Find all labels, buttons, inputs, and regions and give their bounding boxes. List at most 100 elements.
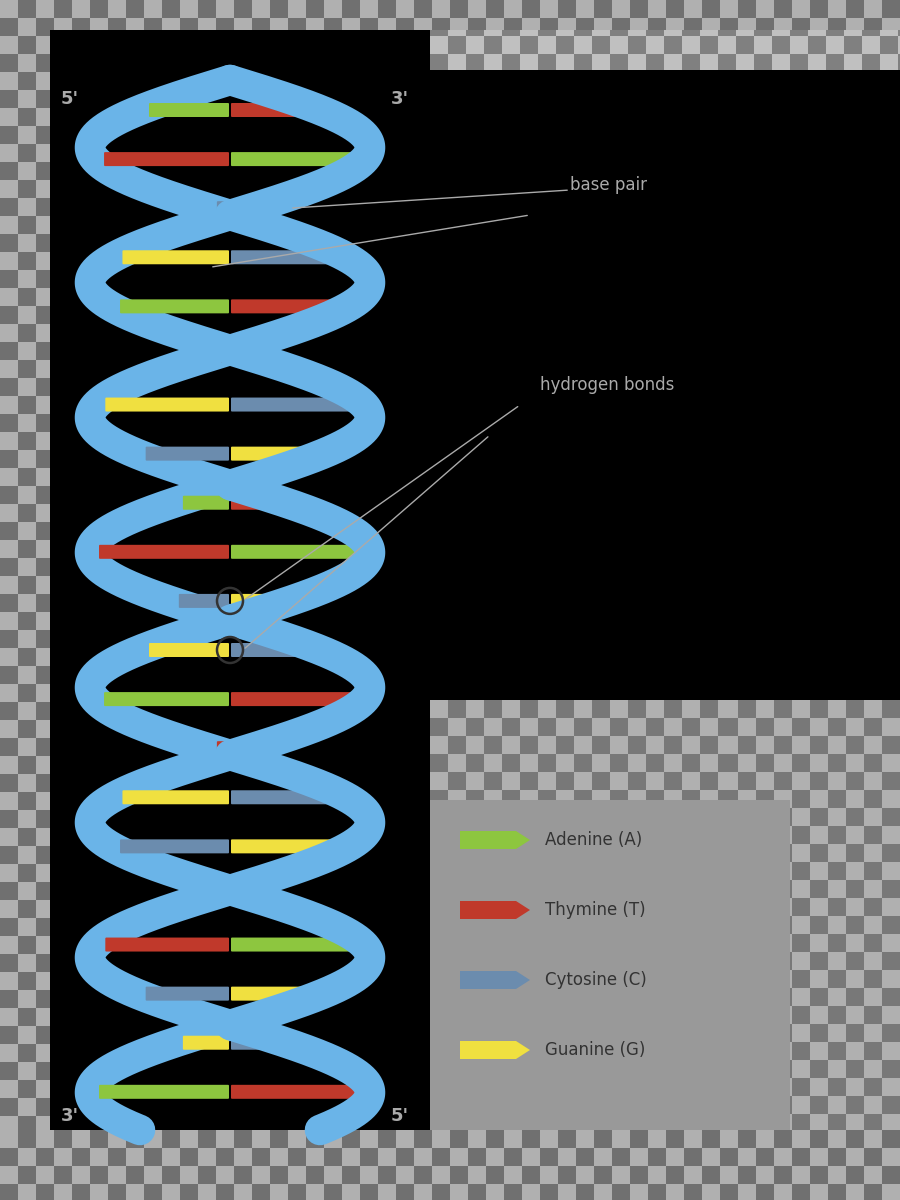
Bar [54,1184,72,1200]
Bar [702,1184,720,1200]
Bar [844,36,862,54]
Bar [754,54,772,70]
Bar [790,376,808,380]
Bar [846,700,864,718]
Bar [36,666,50,684]
Bar [882,880,900,898]
Bar [36,954,50,972]
Bar [792,736,810,754]
Bar [664,700,682,718]
Bar [36,918,50,936]
FancyBboxPatch shape [231,103,311,116]
Bar [790,88,808,106]
Bar [736,54,754,70]
Bar [682,0,700,18]
Bar [556,0,574,18]
Bar [828,1006,846,1024]
Bar [594,1166,612,1184]
Bar [502,250,520,268]
Bar [898,322,900,340]
FancyBboxPatch shape [231,594,281,608]
Bar [430,214,448,232]
Bar [772,88,790,106]
Bar [880,304,898,322]
Bar [162,18,180,30]
Bar [882,736,900,754]
Bar [430,790,448,800]
Bar [18,702,36,720]
Text: 5': 5' [61,90,79,108]
Bar [792,862,810,880]
Bar [646,322,664,340]
FancyBboxPatch shape [231,742,243,755]
Bar [736,232,754,250]
Bar [36,774,50,792]
Bar [808,88,826,106]
Bar [502,0,520,18]
Bar [0,234,18,252]
Bar [700,232,718,250]
Bar [882,754,900,772]
Bar [700,178,718,196]
Bar [36,1026,50,1044]
Bar [252,1184,270,1200]
Bar [826,124,844,142]
Bar [880,0,898,18]
Bar [864,1130,882,1148]
Bar [736,196,754,214]
Bar [844,160,862,178]
Bar [628,70,646,88]
Bar [468,1130,486,1148]
Bar [180,1130,198,1148]
Bar [466,18,484,36]
Bar [828,700,846,718]
Bar [108,0,126,18]
Bar [738,880,756,898]
Bar [792,754,810,772]
Bar [774,1042,792,1060]
Bar [666,1130,684,1148]
Bar [882,772,900,790]
Bar [720,844,738,862]
Bar [664,196,682,214]
Bar [736,124,754,142]
Bar [270,1166,288,1184]
Bar [18,198,36,216]
Bar [610,358,628,376]
FancyArrow shape [460,1040,530,1058]
Bar [520,214,538,232]
Bar [432,1130,450,1148]
Bar [502,736,520,754]
Bar [774,1078,792,1096]
Bar [538,232,556,250]
Bar [430,286,448,304]
Bar [0,1170,18,1188]
Bar [342,1184,360,1200]
Bar [610,322,628,340]
Bar [468,0,486,18]
Bar [844,124,862,142]
Bar [538,18,556,36]
Bar [646,358,664,376]
Bar [828,1186,846,1200]
Bar [466,700,484,718]
Bar [792,988,810,1006]
Bar [772,70,790,88]
Bar [756,1150,774,1168]
Bar [574,304,592,322]
Bar [126,1148,144,1166]
Bar [756,1168,774,1186]
Bar [198,0,216,18]
Bar [646,124,664,142]
Bar [792,952,810,970]
Bar [828,1184,846,1200]
Bar [288,1130,306,1148]
Bar [0,504,18,522]
Bar [810,988,828,1006]
Bar [198,1184,216,1200]
Bar [898,286,900,304]
Bar [36,432,50,450]
Bar [846,754,864,772]
Bar [774,808,792,826]
Bar [18,1170,36,1188]
